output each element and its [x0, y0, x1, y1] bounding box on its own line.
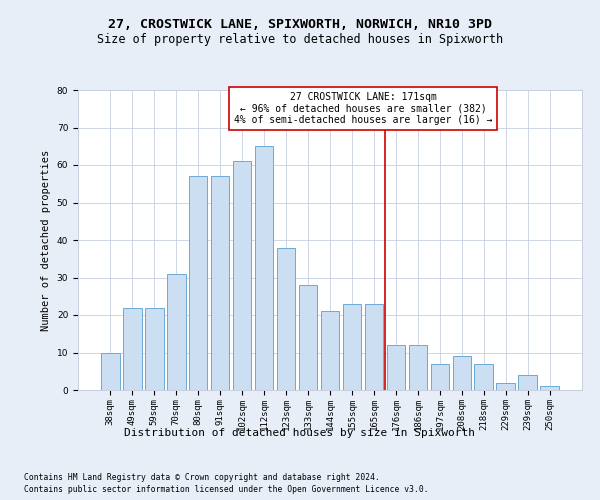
Text: Size of property relative to detached houses in Spixworth: Size of property relative to detached ho… — [97, 32, 503, 46]
Bar — [277, 248, 295, 390]
Bar — [145, 308, 164, 390]
Bar — [101, 352, 119, 390]
Bar — [431, 364, 449, 390]
Bar — [343, 304, 361, 390]
Bar — [409, 345, 427, 390]
Bar — [299, 285, 317, 390]
Bar — [320, 311, 340, 390]
Bar — [365, 304, 383, 390]
Bar — [233, 161, 251, 390]
Text: 27, CROSTWICK LANE, SPIXWORTH, NORWICH, NR10 3PD: 27, CROSTWICK LANE, SPIXWORTH, NORWICH, … — [108, 18, 492, 30]
Bar — [518, 375, 537, 390]
Bar — [189, 176, 208, 390]
Bar — [475, 364, 493, 390]
Bar — [496, 382, 515, 390]
Bar — [386, 345, 405, 390]
Bar — [167, 274, 185, 390]
Bar — [211, 176, 229, 390]
Text: 27 CROSTWICK LANE: 171sqm
← 96% of detached houses are smaller (382)
4% of semi-: 27 CROSTWICK LANE: 171sqm ← 96% of detac… — [234, 92, 492, 125]
Text: Contains public sector information licensed under the Open Government Licence v3: Contains public sector information licen… — [24, 485, 428, 494]
Bar — [123, 308, 142, 390]
Bar — [541, 386, 559, 390]
Bar — [255, 146, 274, 390]
Text: Contains HM Land Registry data © Crown copyright and database right 2024.: Contains HM Land Registry data © Crown c… — [24, 472, 380, 482]
Bar — [452, 356, 471, 390]
Text: Distribution of detached houses by size in Spixworth: Distribution of detached houses by size … — [125, 428, 476, 438]
Y-axis label: Number of detached properties: Number of detached properties — [41, 150, 51, 330]
